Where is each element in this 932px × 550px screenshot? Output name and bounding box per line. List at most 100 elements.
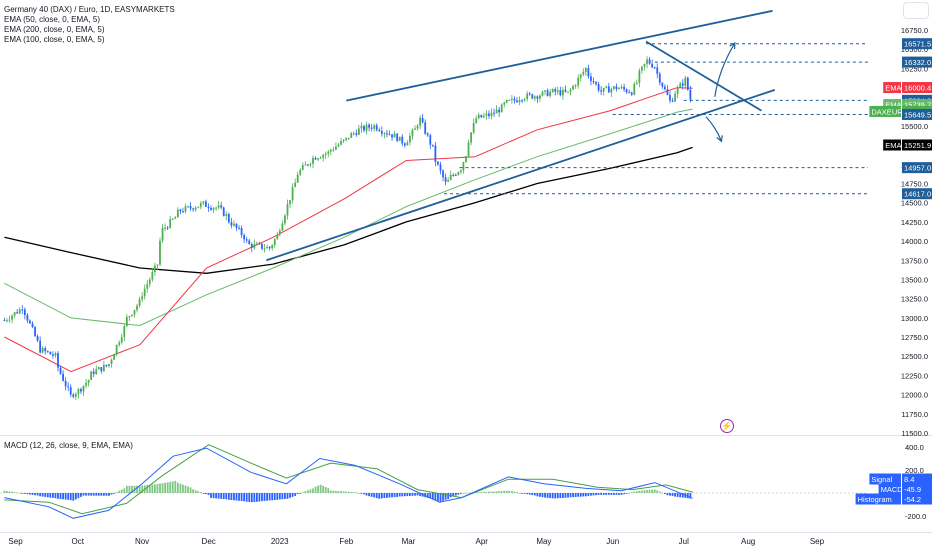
candle-body — [615, 86, 618, 90]
candle-body — [141, 296, 144, 300]
histogram-bar — [360, 493, 363, 494]
candle-body — [207, 206, 210, 208]
arrow-up — [714, 42, 736, 97]
price-tick-label: 13000.0 — [901, 314, 928, 323]
histogram-bar — [23, 493, 26, 494]
candles — [3, 56, 692, 400]
histogram-bar — [72, 493, 75, 501]
price-label-value: 16571.5 — [904, 40, 931, 49]
histogram-bar — [92, 493, 95, 496]
histogram-bar — [34, 493, 36, 496]
candle-body — [421, 118, 424, 123]
histogram-bar — [215, 493, 217, 499]
histogram-bar — [577, 493, 580, 497]
candle-body — [151, 272, 154, 280]
histogram-bar — [243, 493, 246, 502]
histogram-bar — [87, 493, 90, 496]
candle-body — [92, 371, 95, 374]
candle-body — [633, 83, 636, 95]
histogram-bar — [365, 493, 368, 496]
histogram-bar — [261, 493, 263, 502]
candle-body — [352, 133, 355, 135]
candle-body — [559, 90, 562, 96]
histogram-bar — [406, 493, 409, 497]
time-tick-label: Jun — [606, 537, 619, 546]
histogram-bar — [345, 491, 348, 493]
macd-tick-label: 200.0 — [905, 466, 924, 475]
histogram-bar — [324, 487, 327, 493]
histogram-bar — [141, 485, 144, 493]
candle-body — [414, 128, 416, 130]
candle-body — [684, 77, 687, 86]
histogram-bar — [615, 493, 618, 495]
lightning-event-icon[interactable]: ⚡ — [720, 419, 734, 433]
histogram-bar — [332, 490, 335, 493]
candle-body — [34, 327, 36, 337]
histogram-bar — [641, 490, 643, 493]
candle-body — [554, 89, 557, 92]
histogram-bar — [671, 493, 674, 496]
histogram-bar — [459, 493, 462, 494]
price-tick-label: 11500.0 — [901, 429, 928, 438]
histogram-bar — [638, 490, 641, 493]
candle-body — [153, 265, 156, 273]
candle-body — [161, 227, 164, 241]
candle-body — [80, 389, 82, 392]
candle-body — [523, 99, 526, 101]
price-tick-label: 15500.0 — [901, 122, 928, 131]
histogram-bar — [403, 493, 406, 497]
histogram-bar — [539, 493, 541, 497]
candle-body — [567, 91, 569, 93]
ema50-line — [4, 87, 693, 373]
trend-line — [266, 89, 776, 262]
histogram-bar — [235, 493, 238, 501]
candle-body — [271, 245, 274, 249]
arrow-head-icon — [716, 135, 723, 143]
candle-body — [355, 133, 358, 135]
histogram-bar — [646, 490, 648, 493]
candle-body — [658, 73, 661, 83]
histogram-bar — [202, 493, 205, 494]
histogram-bar — [393, 493, 396, 498]
macd-label-box — [902, 483, 932, 495]
candle-body — [592, 81, 595, 83]
histogram-bar — [29, 493, 31, 495]
candle-body — [383, 133, 386, 135]
histogram-bar — [357, 492, 360, 494]
histogram-bar — [100, 493, 103, 496]
histogram-bar — [21, 493, 24, 494]
candle-body — [475, 118, 478, 124]
candle-body — [370, 127, 373, 129]
candle-body — [551, 89, 554, 92]
histogram-bar — [301, 492, 304, 493]
histogram-bar — [192, 489, 195, 493]
macd-tick-label: -200.0 — [905, 512, 926, 521]
candle-body — [69, 387, 72, 395]
candle-body — [513, 98, 516, 101]
price-tick-label: 13250.0 — [901, 295, 928, 304]
candle-body — [546, 90, 549, 97]
histogram-bar — [26, 493, 29, 495]
candle-body — [324, 153, 327, 155]
candle-body — [674, 93, 676, 102]
histogram-bar — [329, 490, 332, 493]
histogram-bar — [118, 490, 121, 493]
candle-body — [235, 223, 238, 228]
price-labels: 16571.516332.016000.4EMA15834.015739.7EM… — [869, 38, 932, 200]
candle-body — [648, 59, 651, 64]
candle-body — [146, 284, 149, 289]
price-label-box — [902, 162, 932, 174]
histogram-bar — [686, 493, 689, 499]
histogram-bar — [271, 493, 274, 501]
histogram-bar — [352, 492, 355, 493]
histogram-bar — [689, 493, 692, 499]
candle-body — [620, 86, 623, 89]
histogram-bar — [113, 493, 115, 494]
candle-body — [314, 157, 317, 160]
candle-body — [380, 130, 383, 134]
histogram-bar — [500, 491, 503, 493]
ema200-legend: EMA (200, close, 0, EMA, 5) — [4, 25, 105, 34]
histogram-bar — [148, 484, 151, 493]
histogram-bar — [62, 493, 64, 500]
